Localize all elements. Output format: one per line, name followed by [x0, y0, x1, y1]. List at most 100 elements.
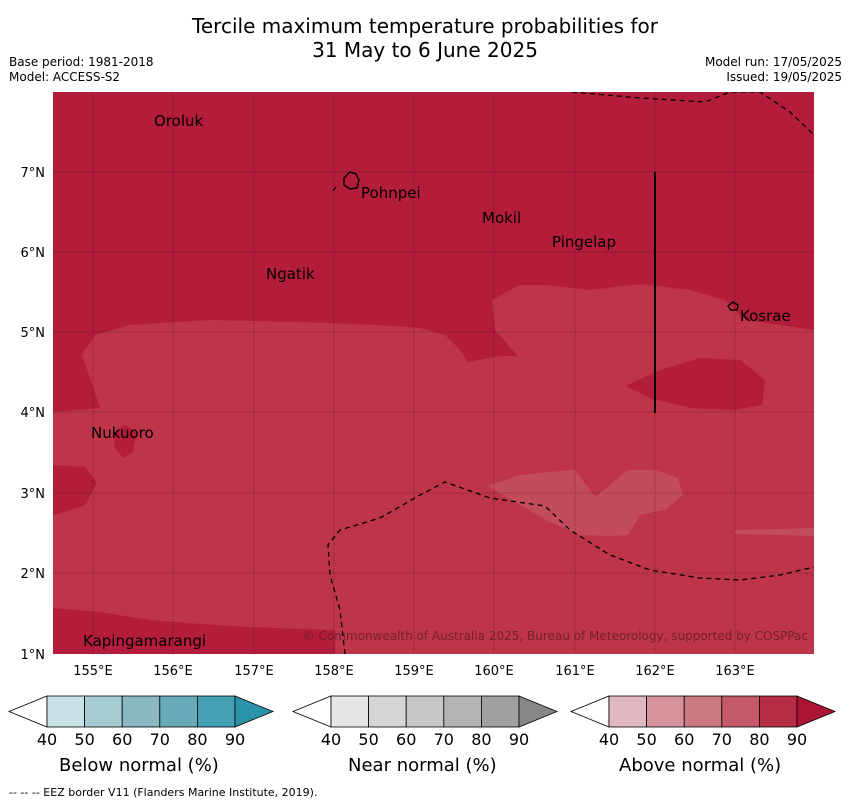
place-label-kapingamarangi: Kapingamarangi [83, 632, 206, 650]
model-name: Model: ACCESS-S2 [9, 70, 121, 84]
legend-title-near: Near normal (%) [348, 755, 497, 776]
colorbar-tick-label: 50 [636, 730, 656, 749]
colorbar-tick-label: 90 [509, 730, 529, 749]
pohnpei-coastline [343, 171, 360, 190]
colorbar-segment [121, 695, 161, 728]
colorbar-tick-label: 40 [321, 730, 341, 749]
kosrae-coastline [727, 301, 739, 311]
colorbar-segment [721, 695, 760, 728]
meta-left: Base period: 1981-2018 Model: ACCESS-S2 [9, 55, 154, 85]
probability-field [53, 92, 814, 654]
model-run: Model run: 17/05/2025 [704, 55, 842, 69]
meta-right: Model run: 17/05/2025 Issued: 19/05/2025 [705, 55, 842, 85]
above-60-strip [735, 528, 814, 536]
colorbar-tick-label: 50 [358, 730, 378, 749]
lon-tick-label: 162°E [635, 664, 675, 679]
lat-tick-label: 6°N [21, 246, 46, 261]
legend-title-above: Above normal (%) [619, 755, 782, 776]
above-60-region [488, 470, 683, 536]
colorbar-right-extend [234, 695, 275, 728]
eez-border-north [571, 92, 814, 136]
lon-tick-label: 157°E [234, 664, 274, 679]
place-label-pohnpei: Pohnpei [361, 184, 421, 202]
above-80-patch-west [53, 465, 97, 515]
colorbar-segment [608, 695, 647, 728]
colorbar-left-extend [291, 695, 332, 728]
lat-tick-label: 2°N [21, 567, 46, 582]
lon-tick-label: 158°E [314, 664, 354, 679]
latitude-axis: 1°N 2°N 3°N 4°N 5°N 6°N 7°N [21, 166, 46, 663]
colorbar-tick-label: 70 [434, 730, 454, 749]
gridlines [53, 92, 814, 654]
colorbar-tick-label: 80 [749, 730, 769, 749]
chart-title: Tercile maximum temperature probabilitie… [0, 14, 850, 62]
place-label-oroluk: Oroluk [154, 112, 203, 130]
colorbar-left-extend [7, 695, 48, 728]
place-label-mokil: Mokil [482, 209, 521, 227]
colorbar-segment [159, 695, 198, 728]
lon-tick-label: 159°E [394, 664, 434, 679]
above-70-region [53, 284, 814, 654]
lon-tick-label: 156°E [153, 664, 193, 679]
colorbar-legends: 40 50 60 70 80 90 40 50 60 70 80 90 40 50 60 70 80 90 [7, 695, 837, 749]
above-80-patch-nukuoro [113, 425, 137, 458]
place-label-pingelap: Pingelap [552, 233, 616, 251]
colorbar-0: 40 50 60 70 80 90 [7, 695, 275, 749]
lon-tick-label: 161°E [555, 664, 595, 679]
title-line-2: 31 May to 6 June 2025 [312, 38, 538, 62]
colorbar-left-extend [569, 695, 610, 728]
copyright-notice: © Commonwealth of Australia 2025, Bureau… [303, 629, 808, 643]
lon-tick-label: 155°E [73, 664, 113, 679]
lat-tick-label: 1°N [21, 648, 46, 663]
lat-tick-label: 5°N [21, 326, 46, 341]
lon-tick-label: 160°E [474, 664, 514, 679]
pohnpei-islet [332, 186, 337, 192]
colorbar-tick-label: 90 [787, 730, 807, 749]
colorbar-tick-label: 60 [396, 730, 416, 749]
colorbar-tick-label: 70 [712, 730, 732, 749]
issued-date: Issued: 19/05/2025 [726, 70, 842, 84]
colorbar-tick-label: 40 [37, 730, 57, 749]
colorbar-tick-label: 60 [674, 730, 694, 749]
colorbar-tick-label: 80 [187, 730, 207, 749]
above-60-notch [575, 470, 628, 497]
title-line-1: Tercile maximum temperature probabilitie… [192, 14, 658, 38]
colorbar-tick-label: 60 [112, 730, 132, 749]
colorbar-right-extend [518, 695, 559, 728]
colorbar-right-extend [796, 695, 837, 728]
colorbar-segment [646, 695, 685, 728]
colorbar-segment [368, 695, 407, 728]
lat-tick-label: 7°N [21, 166, 46, 181]
colorbar-2: 40 50 60 70 80 90 [569, 695, 837, 749]
colorbar-segment [330, 695, 369, 728]
place-labels: Oroluk Pohnpei Mokil Pingelap Ngatik Kosrae Nu… [83, 112, 791, 650]
above-80-strip-south [53, 608, 335, 654]
lon-tick-label: 163°E [715, 664, 755, 679]
colorbar-segment [196, 695, 236, 728]
legend-title-below: Below normal (%) [59, 755, 219, 776]
colorbar-tick-label: 40 [599, 730, 619, 749]
colorbar-segment [759, 695, 798, 728]
place-label-nukuoro: Nukuoro [91, 424, 154, 442]
colorbar-segment [46, 695, 85, 728]
colorbar-segment [84, 695, 123, 728]
eez-footnote: -- -- -- EEZ border V11 (Flanders Marine… [9, 786, 318, 799]
base-period: Base period: 1981-2018 [9, 55, 154, 69]
place-label-ngatik: Ngatik [266, 265, 315, 283]
colorbar-tick-label: 90 [225, 730, 245, 749]
colorbar-segment [480, 695, 520, 728]
colorbar-segment [443, 695, 482, 728]
eez-borders [327, 92, 814, 654]
colorbar-tick-label: 50 [74, 730, 94, 749]
lat-tick-label: 3°N [21, 487, 46, 502]
above-80-patch-east [625, 358, 765, 410]
place-label-kosrae: Kosrae [740, 307, 791, 325]
colorbar-segment [683, 695, 723, 728]
colorbar-1: 40 50 60 70 80 90 [291, 695, 559, 749]
colorbar-tick-label: 80 [471, 730, 491, 749]
eez-border-south [327, 481, 814, 654]
longitude-axis: 155°E 156°E 157°E 158°E 159°E 160°E 161°E 162°E… [73, 664, 755, 679]
colorbar-segment [405, 695, 445, 728]
lat-tick-label: 4°N [21, 406, 46, 421]
